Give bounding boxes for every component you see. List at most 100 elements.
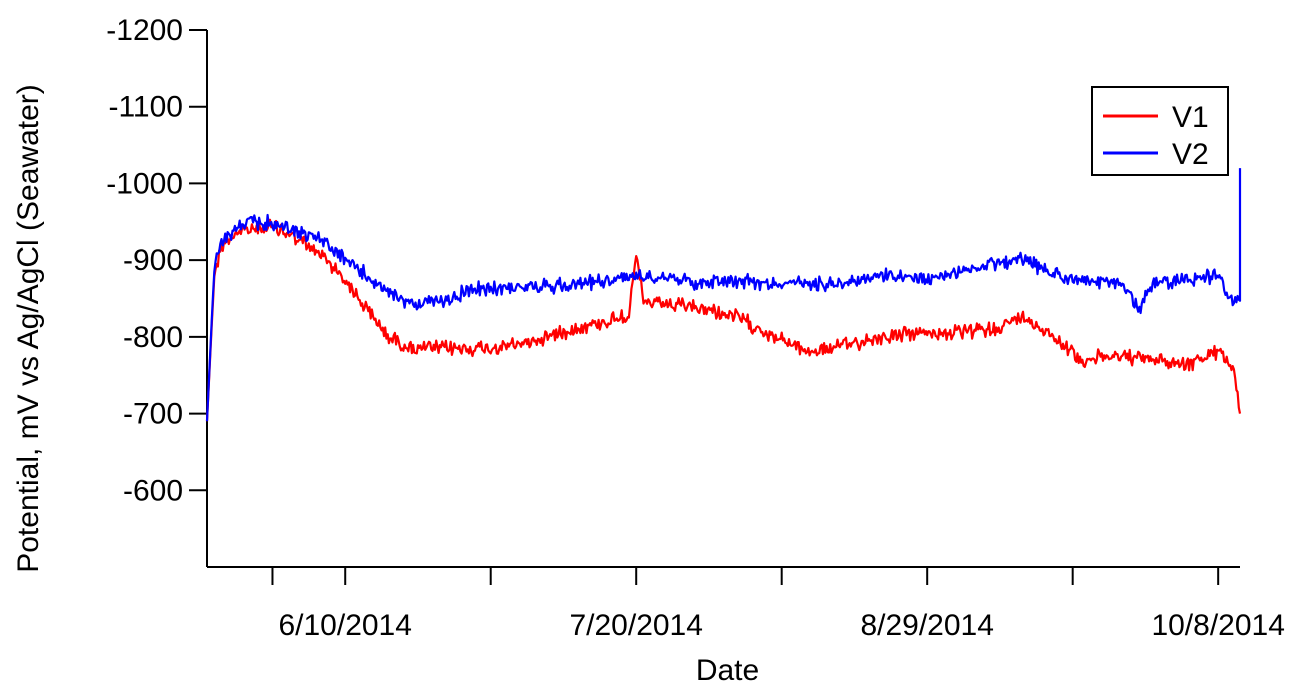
- data-point-v1: [570, 328, 572, 330]
- data-point-v2: [1094, 282, 1096, 284]
- data-point-v2: [250, 221, 252, 223]
- data-point-v2: [766, 282, 768, 284]
- data-point-v1: [992, 328, 994, 330]
- data-point-v1: [533, 340, 535, 342]
- x-tick-label: 7/20/2014: [569, 609, 702, 642]
- data-point-v2: [912, 278, 914, 280]
- data-point-v2: [213, 267, 215, 269]
- data-point-v1: [883, 336, 885, 338]
- data-point-v2: [221, 240, 223, 242]
- data-point-v1: [1188, 363, 1190, 365]
- series-v2: [205, 167, 1242, 422]
- data-point-v2: [693, 282, 695, 284]
- data-point-v2: [1021, 259, 1023, 261]
- data-point-v1: [642, 301, 644, 303]
- data-point-v2: [388, 294, 390, 296]
- data-point-v1: [737, 317, 739, 319]
- data-point-v1: [1115, 355, 1117, 357]
- data-point-v1: [1050, 332, 1052, 334]
- series-line-v2: [205, 168, 1242, 422]
- data-point-v2: [635, 274, 637, 276]
- data-point-v2: [206, 420, 208, 422]
- y-tick-label: -800: [123, 321, 183, 354]
- data-point-v1: [1152, 359, 1154, 361]
- data-point-v2: [271, 222, 273, 224]
- y-axis-title: Potential, mV vs Ag/AgCl (Seawater): [12, 84, 45, 573]
- data-point-v1: [1239, 413, 1241, 415]
- data-point-v1: [846, 344, 848, 346]
- data-point-v1: [1217, 351, 1219, 353]
- data-point-v1: [497, 347, 499, 349]
- data-point-v2: [664, 274, 666, 276]
- data-point-v1: [1021, 317, 1023, 319]
- x-tick-label: 10/8/2014: [1151, 609, 1284, 642]
- data-point-v2: [1188, 278, 1190, 280]
- data-point-v1: [235, 232, 237, 234]
- data-point-v2: [322, 240, 324, 242]
- data-point-v2: [730, 278, 732, 280]
- data-point-v1: [366, 309, 368, 311]
- legend-label-v2: V2: [1172, 138, 1209, 171]
- data-point-v2: [1057, 274, 1059, 276]
- y-tick-label: -1100: [108, 91, 183, 124]
- data-point-v2: [541, 286, 543, 288]
- x-ticks: 6/10/2014 7/20/2014 8/29/2014 10/8/2014: [271, 567, 1285, 642]
- data-point-v1: [919, 332, 921, 334]
- series-line-v1: [205, 218, 1242, 422]
- data-point-v1: [679, 305, 681, 307]
- data-point-v2: [1239, 167, 1241, 169]
- data-point-v2: [1217, 274, 1219, 276]
- legend-box: [1091, 86, 1229, 176]
- y-ticks: -600 -700 -800 -900 -1000 -1100 -1200: [106, 14, 207, 507]
- x-axis-title: Date: [696, 654, 759, 687]
- data-point-v2: [293, 228, 295, 230]
- data-point-v1: [955, 332, 957, 334]
- data-point-v1: [388, 336, 390, 338]
- data-point-v2: [1123, 282, 1125, 284]
- data-point-v1: [250, 228, 252, 230]
- y-tick-label: -1200: [106, 14, 183, 47]
- data-point-v2: [366, 274, 368, 276]
- data-point-v1: [461, 347, 463, 349]
- data-point-v2: [875, 274, 877, 276]
- data-point-v1: [606, 321, 608, 323]
- data-point-v2: [468, 290, 470, 292]
- y-tick-label: -1000: [106, 167, 183, 200]
- data-point-v2: [1152, 282, 1154, 284]
- data-point-v1: [1079, 359, 1081, 361]
- data-point-v2: [577, 282, 579, 284]
- data-point-v1: [810, 351, 812, 353]
- data-point-v2: [344, 259, 346, 261]
- y-tick-label: -900: [123, 244, 183, 277]
- data-point-v2: [410, 301, 412, 303]
- data-point-v2: [948, 274, 950, 276]
- series-layer: [205, 167, 1242, 422]
- y-tick-label: -600: [123, 474, 183, 507]
- data-point-v2: [439, 301, 441, 303]
- data-point-v2: [984, 263, 986, 265]
- data-point-v1: [410, 347, 412, 349]
- data-point-v1: [773, 336, 775, 338]
- series-v1: [205, 218, 1242, 422]
- data-point-v1: [708, 309, 710, 311]
- y-tick-label: -700: [123, 398, 183, 431]
- data-point-v2: [1239, 294, 1241, 296]
- data-point-v1: [432, 347, 434, 349]
- data-point-v1: [635, 255, 637, 257]
- x-axis: 6/10/2014 7/20/2014 8/29/2014 10/8/2014: [207, 566, 1285, 642]
- data-point-v2: [235, 228, 237, 230]
- data-point-v2: [803, 282, 805, 284]
- data-point-v2: [839, 282, 841, 284]
- data-point-v2: [613, 278, 615, 280]
- data-point-v1: [628, 313, 630, 315]
- y-axis: -600 -700 -800 -900 -1000 -1100 -1200: [106, 14, 208, 567]
- x-tick-label: 6/10/2014: [278, 609, 411, 642]
- legend: V1 V2: [1091, 86, 1229, 176]
- data-point-v2: [504, 286, 506, 288]
- data-point-v2: [1137, 309, 1139, 311]
- data-point-v1: [344, 278, 346, 280]
- data-point-v1: [1232, 363, 1234, 365]
- data-point-v1: [322, 255, 324, 257]
- data-point-v2: [1232, 301, 1234, 303]
